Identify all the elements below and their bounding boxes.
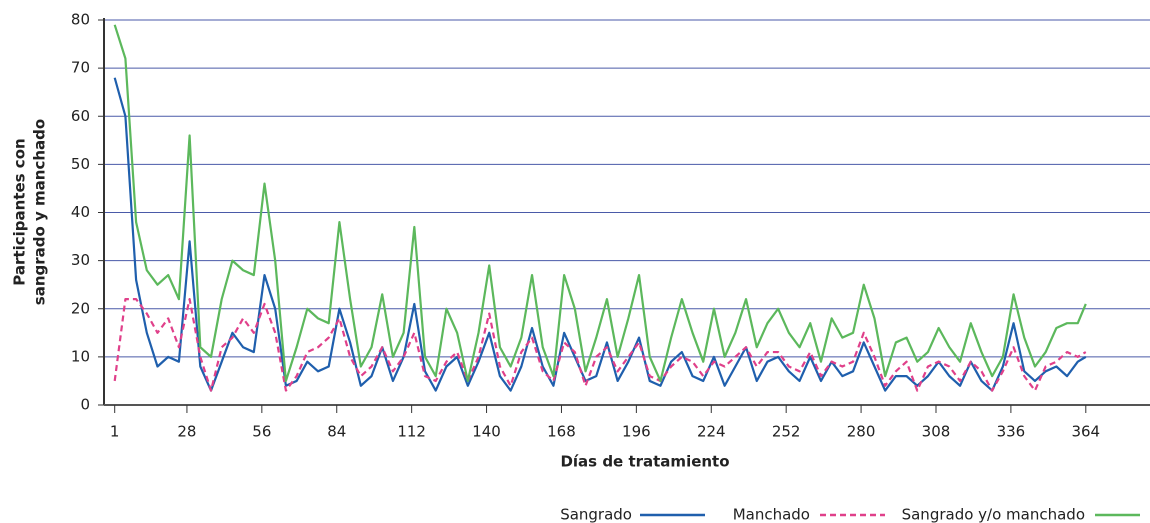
y-tick-label: 50 <box>71 155 90 173</box>
legend-label: Sangrado y/o manchado <box>902 506 1085 523</box>
x-tick-label: 56 <box>252 423 271 441</box>
y-tick-label: 30 <box>71 251 90 269</box>
x-tick-label: 28 <box>177 423 196 441</box>
y-tick-label: 60 <box>71 107 90 125</box>
y-tick-label: 10 <box>71 347 90 365</box>
y-tick-label: 70 <box>71 59 90 77</box>
legend-label: Manchado <box>733 506 810 523</box>
x-tick-label: 168 <box>547 423 576 441</box>
y-tick-label: 0 <box>80 396 90 414</box>
x-tick-label: 196 <box>622 423 651 441</box>
x-axis-label: Días de tratamiento <box>560 453 729 471</box>
line-series <box>113 77 1087 392</box>
x-tick-label: 308 <box>922 423 951 441</box>
x-tick-label: 112 <box>397 423 426 441</box>
x-tick-label: 336 <box>997 423 1026 441</box>
y-tick-label: 20 <box>71 299 90 317</box>
line-series <box>113 24 1087 383</box>
x-tick-label: 1 <box>110 423 120 441</box>
y-tick-label: 80 <box>71 11 90 29</box>
y-axis-label: sangrado y manchado <box>31 119 49 305</box>
x-tick-label: 224 <box>697 423 726 441</box>
y-axis-label: Participantes con <box>11 138 29 285</box>
x-tick-label: 84 <box>327 423 346 441</box>
line-series <box>113 298 1087 392</box>
legend-label: Sangrado <box>560 506 632 523</box>
x-tick-label: 140 <box>472 423 501 441</box>
x-tick-label: 252 <box>772 423 801 441</box>
y-tick-label: 40 <box>71 203 90 221</box>
x-tick-label: 364 <box>1071 423 1100 441</box>
x-tick-label: 280 <box>847 423 876 441</box>
